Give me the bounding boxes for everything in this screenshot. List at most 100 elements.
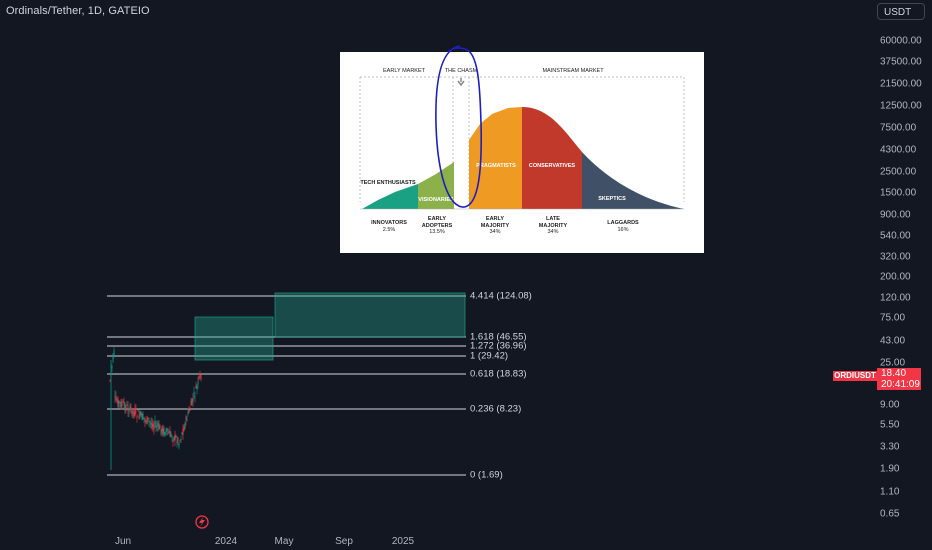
price-tick: 3.30 (880, 441, 900, 453)
candle-body (181, 432, 183, 435)
candle-body (173, 436, 175, 441)
price-tick: 5.50 (880, 419, 900, 431)
price-tick: 0.65 (880, 508, 900, 520)
visionaries-segment (418, 162, 454, 209)
price-tick: 43.00 (880, 335, 906, 347)
candle-body (137, 410, 139, 412)
bar-countdown: 20:41:09 (881, 379, 920, 390)
price-tick: 12500.00 (880, 100, 922, 112)
candle-body (182, 429, 184, 435)
the-chasm-label: THE CHASM (444, 68, 478, 74)
candle-body (191, 398, 193, 404)
candle-body (117, 398, 119, 408)
replay-icon[interactable] (195, 515, 209, 529)
target-zone-2[interactable] (274, 292, 466, 338)
candle-body (119, 401, 121, 403)
candle-body (196, 386, 198, 389)
candle-body (188, 409, 190, 413)
candle-body (114, 395, 116, 398)
currency-button[interactable]: USDT (877, 3, 925, 20)
candle-body (157, 422, 159, 426)
candle-body (152, 424, 154, 427)
target-zone-1[interactable] (194, 316, 274, 361)
time-tick: 2024 (214, 536, 238, 547)
candle-body (140, 412, 142, 416)
mainstream-market-label: MAINSTREAM MARKET (542, 68, 604, 74)
candle-body (146, 416, 148, 425)
group-laggards: LAGGARDS 16% (607, 220, 639, 233)
fibonacci-retracement[interactable] (107, 295, 466, 476)
candle-body (167, 433, 169, 435)
candle-body (127, 406, 129, 412)
price-tick: 1.10 (880, 486, 900, 498)
candle-body (131, 408, 133, 416)
price-tick: 25.00 (880, 357, 906, 369)
fib-label: 4.414 (124.08) (470, 290, 532, 302)
candle-body (138, 415, 140, 419)
candle-body (161, 426, 163, 432)
candle-body (135, 408, 137, 411)
candlestick-series (109, 346, 202, 470)
price-tick: 7500.00 (880, 122, 917, 134)
candle-body (164, 432, 166, 436)
candle-body (189, 409, 191, 411)
candle-body (118, 401, 120, 404)
fib-label: 1.272 (36.96) (470, 340, 527, 352)
chasm-infographic[interactable]: EARLY MARKET THE CHASM MAINSTREAM MARKET… (340, 45, 704, 253)
candle-body (113, 350, 115, 356)
candle-body (158, 424, 160, 430)
last-price-tag: 18.40 20:41:09 (877, 368, 921, 390)
candle-body (197, 380, 199, 386)
candle-body (179, 440, 181, 441)
candle-body (195, 385, 197, 389)
candle-body (132, 410, 134, 413)
candle-body (168, 431, 170, 434)
price-tick: 4300.00 (880, 144, 917, 156)
candle-body (186, 419, 188, 422)
skeptics-segment (582, 152, 684, 209)
time-tick: Sep (335, 536, 353, 547)
price-tick: 320.00 (880, 251, 911, 263)
candle-body (151, 423, 153, 429)
candle-body (176, 440, 178, 444)
candle-body (155, 424, 157, 428)
candle-body (115, 397, 117, 401)
candle-body (150, 422, 152, 425)
candle-body (122, 401, 124, 403)
candle-body (148, 420, 150, 422)
last-price: 18.40 (881, 368, 907, 379)
visionaries-label: VISIONARIES (418, 197, 454, 203)
price-tick: 37500.00 (880, 56, 922, 68)
fib-label: 1 (29.42) (470, 350, 509, 362)
candle-body (172, 440, 174, 442)
candle-body (133, 411, 135, 416)
pragmatists-segment (469, 107, 522, 209)
price-tick: 200.00 (880, 271, 911, 283)
group-late-majority: LATE MAJORITY 34% (538, 216, 568, 235)
candle-body (175, 436, 177, 438)
candle-body (143, 417, 145, 419)
candle-body (112, 355, 114, 362)
candle-body (111, 365, 113, 368)
candle-body (156, 426, 158, 427)
time-tick: May (274, 536, 294, 547)
candle-body (174, 434, 176, 441)
candle-body (149, 421, 151, 423)
candle-body (199, 373, 201, 376)
candle-body (180, 438, 182, 440)
candle-body (139, 411, 141, 416)
candle-body (187, 411, 189, 415)
candle-body (159, 425, 161, 429)
tech-enthusiasts-segment (362, 184, 418, 209)
price-tick: 2500.00 (880, 166, 917, 178)
price-tick: 1500.00 (880, 187, 917, 199)
candle-body (198, 376, 200, 379)
price-tick: 9.00 (880, 399, 900, 411)
tech-enthusiasts-label: TECH ENTHUSIASTS (360, 180, 416, 186)
fib-label: 0.618 (18.83) (470, 368, 527, 380)
symbol-tag: ORDIUSDT (833, 371, 877, 381)
candle-body (193, 391, 195, 394)
candle-body (190, 400, 192, 406)
price-tick: 60000.00 (880, 35, 922, 47)
